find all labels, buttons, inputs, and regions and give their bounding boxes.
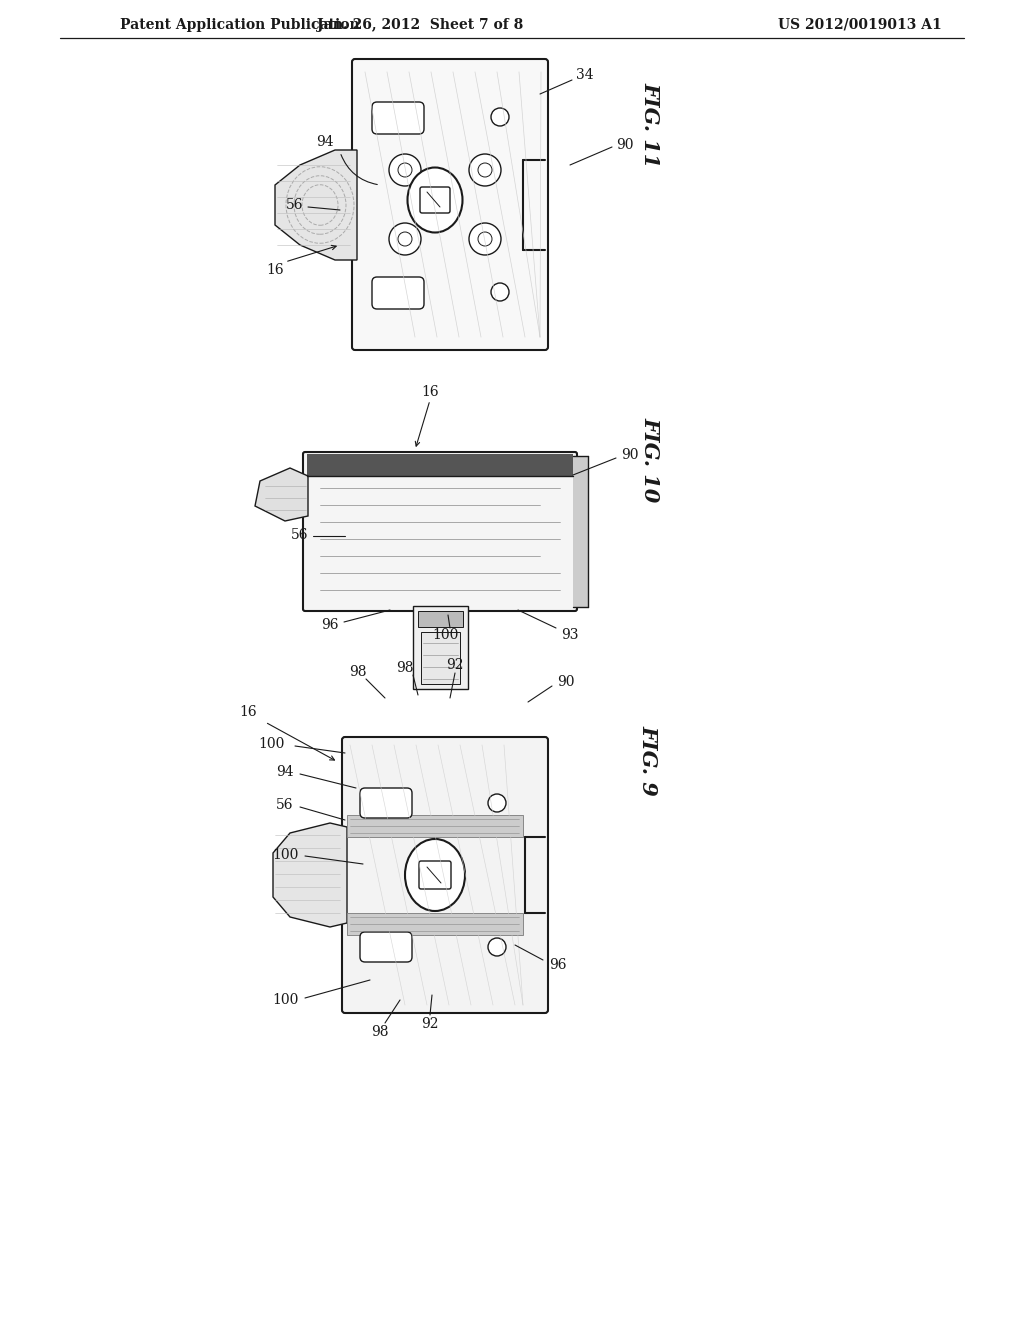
Text: 93: 93 — [561, 628, 579, 642]
Text: 100: 100 — [271, 993, 298, 1007]
Polygon shape — [275, 150, 357, 260]
Text: 98: 98 — [396, 661, 414, 675]
Text: 100: 100 — [259, 737, 286, 751]
Circle shape — [488, 795, 506, 812]
Circle shape — [389, 223, 421, 255]
Bar — [525, 837, 545, 913]
Text: 96: 96 — [322, 618, 339, 632]
Text: 98: 98 — [372, 1026, 389, 1039]
FancyBboxPatch shape — [419, 861, 451, 888]
Text: Jan. 26, 2012  Sheet 7 of 8: Jan. 26, 2012 Sheet 7 of 8 — [316, 18, 523, 32]
Bar — [347, 814, 523, 837]
Text: 94: 94 — [276, 766, 294, 779]
Text: Patent Application Publication: Patent Application Publication — [120, 18, 359, 32]
Circle shape — [398, 162, 412, 177]
FancyBboxPatch shape — [360, 788, 412, 818]
Text: FIG. 11: FIG. 11 — [640, 82, 660, 168]
Text: 16: 16 — [421, 385, 439, 399]
FancyBboxPatch shape — [372, 277, 424, 309]
FancyBboxPatch shape — [303, 451, 577, 611]
Text: 56: 56 — [276, 799, 294, 812]
Text: FIG. 9: FIG. 9 — [638, 725, 658, 796]
Text: US 2012/0019013 A1: US 2012/0019013 A1 — [778, 18, 942, 32]
Ellipse shape — [408, 168, 463, 232]
FancyBboxPatch shape — [420, 187, 450, 213]
Bar — [573, 455, 588, 607]
Text: 98: 98 — [349, 665, 367, 678]
Bar — [418, 611, 463, 627]
Circle shape — [398, 232, 412, 246]
Text: 90: 90 — [616, 139, 634, 152]
Polygon shape — [273, 822, 347, 927]
Bar — [307, 454, 573, 477]
Text: 56: 56 — [287, 198, 304, 213]
Text: 34: 34 — [577, 69, 594, 82]
Text: 90: 90 — [622, 447, 639, 462]
Text: 96: 96 — [549, 958, 566, 972]
Text: 16: 16 — [240, 705, 257, 719]
Text: 92: 92 — [421, 1016, 438, 1031]
Text: 90: 90 — [557, 675, 574, 689]
Text: 94: 94 — [316, 135, 334, 149]
Circle shape — [469, 223, 501, 255]
Bar — [421, 632, 460, 684]
Text: 100: 100 — [432, 628, 458, 642]
Circle shape — [488, 939, 506, 956]
Circle shape — [490, 282, 509, 301]
Circle shape — [490, 108, 509, 125]
FancyBboxPatch shape — [342, 737, 548, 1012]
FancyBboxPatch shape — [352, 59, 548, 350]
FancyBboxPatch shape — [372, 102, 424, 135]
Text: FIG. 10: FIG. 10 — [640, 417, 660, 503]
FancyBboxPatch shape — [413, 606, 468, 689]
FancyBboxPatch shape — [360, 932, 412, 962]
Text: 100: 100 — [271, 847, 298, 862]
Text: 92: 92 — [446, 657, 464, 672]
Bar — [347, 913, 523, 935]
Circle shape — [478, 162, 492, 177]
Circle shape — [478, 232, 492, 246]
Polygon shape — [255, 469, 308, 521]
Text: 56: 56 — [291, 528, 309, 543]
Text: 16: 16 — [266, 263, 284, 277]
Circle shape — [469, 154, 501, 186]
Bar — [523, 160, 545, 249]
Ellipse shape — [406, 840, 465, 911]
Circle shape — [389, 154, 421, 186]
